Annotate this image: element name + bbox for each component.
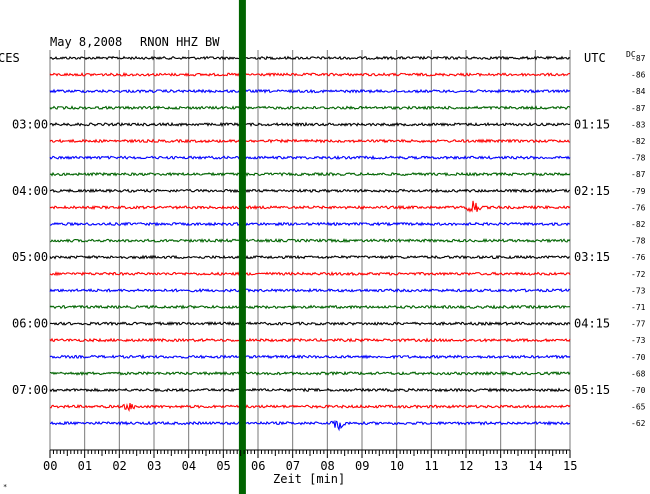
trace-row-4 <box>49 121 571 128</box>
trace-row-3 <box>49 105 571 111</box>
trace-row-22 <box>49 419 571 432</box>
dc-offset-label: -70 <box>631 386 646 395</box>
dc-offset-label: -65 <box>631 403 646 412</box>
x-tick-label-02: 02 <box>112 459 126 473</box>
x-tick-label-11: 11 <box>424 459 438 473</box>
right-time-label: 05:15 <box>574 383 610 397</box>
x-tick-label-14: 14 <box>528 459 542 473</box>
dc-offset-label: -70 <box>631 353 646 362</box>
dc-offset-label: -73 <box>631 286 646 295</box>
dc-label: DC <box>626 50 636 59</box>
x-tick-label-10: 10 <box>390 459 404 473</box>
trace-row-18 <box>49 354 571 360</box>
dc-offset-label: -73 <box>631 336 646 345</box>
trace-row-14 <box>49 287 571 293</box>
trace-row-7 <box>49 171 571 177</box>
trace-row-10 <box>49 221 571 227</box>
trace-row-11 <box>49 237 571 244</box>
x-tick-label-09: 09 <box>355 459 369 473</box>
trace-row-13 <box>49 271 571 277</box>
dc-offset-label: -71 <box>631 303 646 312</box>
trace-row-19 <box>49 370 571 377</box>
dc-offset-label: -78 <box>631 154 646 163</box>
right-time-label: 04:15 <box>574 317 610 331</box>
right-time-label: 02:15 <box>574 184 610 198</box>
event-marker-band <box>238 0 246 494</box>
trace-row-16 <box>49 321 571 327</box>
x-tick-label-06: 06 <box>251 459 265 473</box>
dc-offset-label: -83 <box>631 120 646 129</box>
trace-row-1 <box>49 71 571 78</box>
dc-offset-label: -72 <box>631 270 646 279</box>
dc-offset-label: -78 <box>631 237 646 246</box>
dc-offset-label: -68 <box>631 369 646 378</box>
dc-offset-label: -87 <box>631 104 646 113</box>
trace-row-17 <box>49 337 571 343</box>
trace-row-2 <box>49 88 571 94</box>
dc-offset-label: -76 <box>631 253 646 262</box>
trace-row-0 <box>49 55 571 61</box>
corner-mark: * <box>3 483 7 491</box>
dc-offset-label: -87 <box>631 170 646 179</box>
x-tick-label-08: 08 <box>320 459 334 473</box>
trace-row-8 <box>49 188 571 194</box>
right-timezone-label: UTC <box>584 51 606 65</box>
plot-station: RNON HHZ BW <box>140 35 220 49</box>
x-tick-label-03: 03 <box>147 459 161 473</box>
trace-row-9 <box>49 200 571 213</box>
right-time-label: 03:15 <box>574 250 610 264</box>
dc-offset-label: -82 <box>631 137 646 146</box>
left-timezone-label: CES <box>0 51 20 65</box>
trace-row-15 <box>49 304 571 310</box>
dc-offset-label: -82 <box>631 220 646 229</box>
x-tick-label-13: 13 <box>494 459 508 473</box>
dc-offset-label: -77 <box>631 320 646 329</box>
x-tick-label-07: 07 <box>286 459 300 473</box>
left-time-label: 03:00 <box>12 117 48 131</box>
trace-row-6 <box>49 155 571 161</box>
x-tick-label-00: 00 <box>43 459 57 473</box>
x-tick-label-15: 15 <box>563 459 577 473</box>
trace-row-20 <box>49 387 571 393</box>
left-time-label: 05:00 <box>12 250 48 264</box>
dc-offset-label: -87 <box>631 54 646 63</box>
plot-date: May 8,2008 <box>50 35 122 49</box>
dc-offset-label: -76 <box>631 203 646 212</box>
left-time-label: 07:00 <box>12 383 48 397</box>
left-time-label: 06:00 <box>12 317 48 331</box>
dc-offset-label: -86 <box>631 71 646 80</box>
left-time-label: 04:00 <box>12 184 48 198</box>
dc-offset-label: -84 <box>631 87 646 96</box>
x-axis-label: Zeit [min] <box>273 472 345 486</box>
x-tick-label-01: 01 <box>78 459 92 473</box>
right-time-label: 01:15 <box>574 117 610 131</box>
dc-offset-label: -62 <box>631 419 646 428</box>
trace-row-21 <box>49 402 571 412</box>
dc-offset-label: -79 <box>631 187 646 196</box>
x-tick-label-12: 12 <box>459 459 473 473</box>
trace-row-5 <box>49 138 571 144</box>
x-tick-label-04: 04 <box>182 459 196 473</box>
x-tick-label-05: 05 <box>216 459 230 473</box>
trace-row-12 <box>49 254 571 260</box>
